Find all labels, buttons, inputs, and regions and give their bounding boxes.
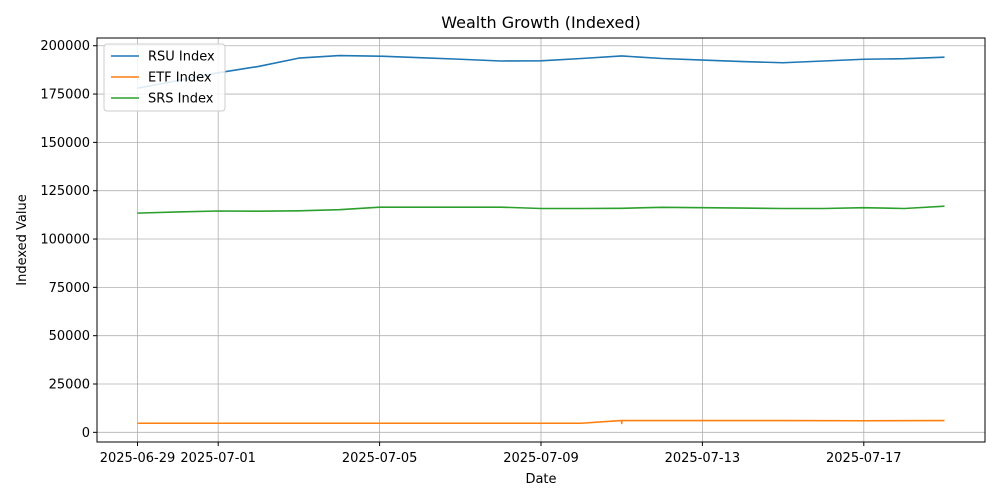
y-tick-label: 100000 (40, 233, 90, 248)
x-tick-label: 2025-07-13 (665, 451, 741, 466)
x-axis-ticks: 2025-06-29 2025-07-01 2025-07-05 2025-07-09… (100, 442, 902, 466)
y-tick-label: 200000 (40, 39, 90, 54)
x-tick-label: 2025-07-05 (342, 451, 418, 466)
y-tick-label: 175000 (40, 88, 90, 103)
chart-title: Wealth Growth (Indexed) (441, 13, 641, 32)
x-tick-label: 2025-07-09 (503, 451, 579, 466)
x-tick-label: 2025-07-17 (826, 451, 902, 466)
srs-index-legend-label: SRS Index (148, 92, 214, 107)
y-tick-label: 75000 (49, 281, 90, 296)
y-tick-label: 50000 (49, 329, 90, 344)
etf-index-legend-label: ETF Index (148, 71, 212, 86)
x-axis-label: Date (525, 472, 556, 487)
legend: RSU Index ETF Index SRS Index (103, 43, 226, 112)
y-tick-label: 25000 (49, 378, 90, 393)
legend-box (103, 43, 226, 112)
srs-index-line (137, 205, 945, 214)
etf-index-line (137, 419, 945, 425)
rsu-index-legend-label: RSU Index (148, 50, 215, 65)
y-axis-ticks: 0 25000 50000 75000 100000 125000 150000 175000… (40, 39, 97, 441)
y-tick-label: 150000 (40, 136, 90, 151)
series-lines (137, 54, 945, 425)
y-tick-label: 125000 (40, 184, 90, 199)
grid (97, 38, 985, 442)
y-tick-label: 0 (82, 426, 90, 441)
x-tick-label: 2025-07-01 (180, 451, 256, 466)
x-tick-label: 2025-06-29 (100, 451, 176, 466)
rsu-index-line (137, 54, 945, 90)
y-axis-label: Indexed Value (15, 194, 30, 285)
